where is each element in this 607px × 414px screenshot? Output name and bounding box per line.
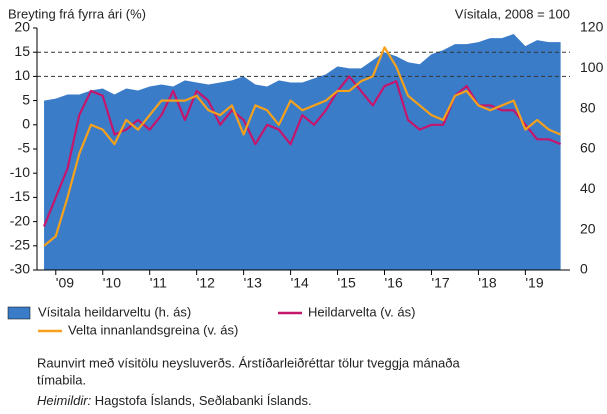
x-tick-label: '15 [338,275,356,291]
y-tick-label: 5 [22,91,30,107]
y2-axis-label: Vísitala, 2008 = 100 [455,6,570,21]
x-tick-label: '18 [478,275,496,291]
y2-tick-label: 40 [580,180,596,196]
x-tick-label: '16 [385,275,403,291]
y-tick-label: -10 [10,164,30,180]
y-tick-label: -15 [10,188,30,204]
y-tick-label: -25 [10,237,30,253]
source-label: Heimildir: [37,393,92,408]
y2-tick-label: 0 [580,261,588,277]
x-tick-label: '19 [525,275,543,291]
notes-line-2: tímabila. [37,372,86,387]
y-axis-label: Breyting frá fyrra ári (%) [8,6,146,21]
legend-label: Vísitala heildarveltu (h. ás) [38,304,191,319]
notes-line-1: Raunvirt með vísitölu neysluverðs. Árstí… [37,355,460,370]
y-tick-label: 20 [14,19,30,35]
source: Heimildir: Hagstofa Íslands, Seðlabanki … [37,393,312,408]
y-tick-label: -30 [10,261,30,277]
x-tick-label: '17 [431,275,449,291]
y2-tick-label: 100 [580,59,604,75]
y-tick-label: 0 [22,116,30,132]
y-tick-label: -5 [18,140,31,156]
legend-swatch [7,306,31,320]
x-tick-label: '10 [103,275,121,291]
y-tick-label: -20 [10,212,30,228]
y-tick-label: 10 [14,67,30,83]
y2-tick-label: 20 [580,220,596,236]
x-tick-label: '12 [197,275,215,291]
x-tick-label: '09 [56,275,74,291]
legend-label: Heildarvelta (v. ás) [308,304,415,319]
x-tick-label: '14 [291,275,309,291]
line [43,46,562,247]
y2-tick-label: 60 [580,140,596,156]
source-text: Hagstofa Íslands, Seðlabanki Íslands. [95,393,312,408]
plot [37,34,570,270]
x-tick-label: '13 [244,275,262,291]
y2-tick-label: 120 [580,19,604,35]
legend-label: Velta innanlandsgreina (v. ás) [68,322,238,337]
x-tick-label: '11 [150,275,167,291]
area [44,34,561,270]
y-tick-label: 15 [14,43,30,59]
y2-tick-label: 80 [580,99,596,115]
